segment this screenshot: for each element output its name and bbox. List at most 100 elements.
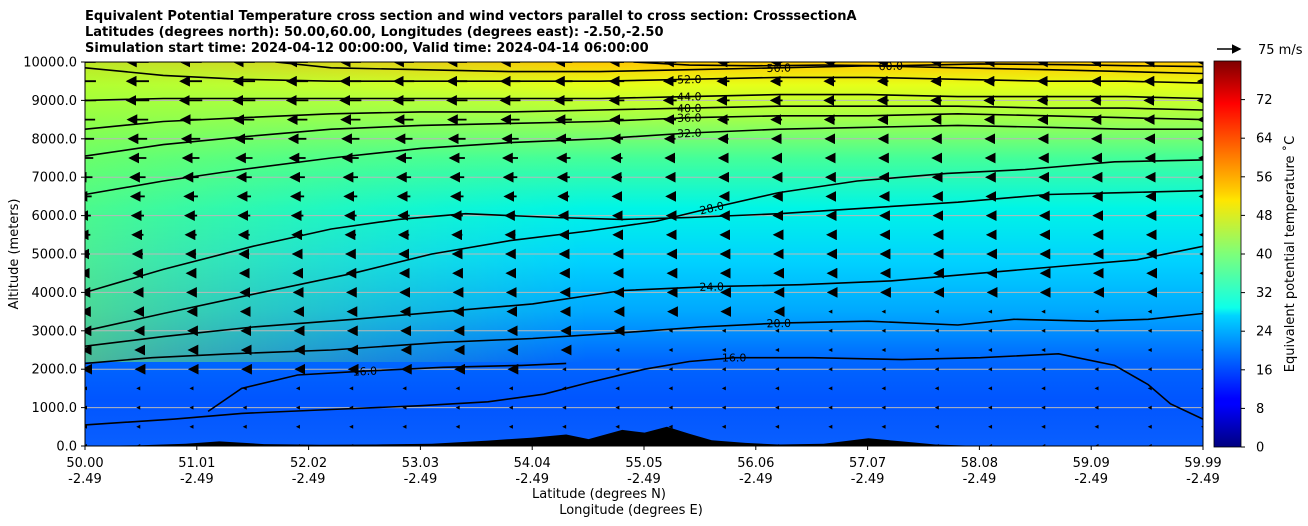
wind-vector xyxy=(1094,424,1099,429)
wind-vector xyxy=(1041,424,1046,429)
wind-vector xyxy=(1147,405,1152,410)
wind-vector xyxy=(136,424,141,429)
contour-line xyxy=(207,362,567,413)
contour-line xyxy=(275,62,1203,75)
wind-vector xyxy=(668,405,673,410)
wind-vector xyxy=(562,367,567,372)
wind-vector xyxy=(775,348,780,352)
colorbar-tick-label: 16 xyxy=(1256,363,1273,378)
wind-vector xyxy=(775,405,780,410)
y-tick-label: 5000.0 xyxy=(32,248,78,263)
colorbar-tick-label: 40 xyxy=(1256,248,1273,263)
contour-lines: 16.0 16.0 20.0 24.0 28.0 32.0 36.040.044.0 52.0… xyxy=(85,62,1203,426)
contour-label: 16.0 xyxy=(722,352,747,365)
wind-vector xyxy=(189,405,194,410)
wind-vector xyxy=(775,424,780,429)
colorbar-tick-label: 32 xyxy=(1256,286,1273,301)
wind-vector xyxy=(295,386,300,391)
x-tick-label-lon: -2.49 xyxy=(180,472,214,487)
wind-vector xyxy=(668,367,673,372)
y-axis-label: Altitude (meters) xyxy=(7,199,22,310)
wind-vector xyxy=(721,386,726,391)
wind-vector xyxy=(242,386,247,391)
wind-vector xyxy=(402,405,407,410)
contour-line xyxy=(85,159,1203,332)
wind-vector xyxy=(1094,405,1099,410)
y-tick-label: 9000.0 xyxy=(32,94,78,109)
wind-vector xyxy=(934,386,939,391)
wind-vector xyxy=(508,424,513,429)
wind-vector xyxy=(1147,367,1152,372)
wind-vector xyxy=(1041,405,1046,410)
wind-vector xyxy=(881,424,886,429)
y-tick-label: 10000.0 xyxy=(23,56,77,71)
wind-vector xyxy=(828,424,833,429)
y-tick-label: 7000.0 xyxy=(32,171,78,186)
wind-vector xyxy=(1094,367,1099,372)
wind-vector xyxy=(242,424,247,429)
contour-line xyxy=(633,62,1203,68)
wind-vector xyxy=(668,348,673,352)
wind-vector xyxy=(934,424,939,429)
contour-label: 20.0 xyxy=(766,317,791,331)
wind-vector xyxy=(349,405,354,410)
wind-vector xyxy=(455,386,460,391)
y-tick-label: 4000.0 xyxy=(32,286,78,301)
wind-vector xyxy=(1094,348,1099,352)
wind-vector xyxy=(881,367,886,372)
wind-vector xyxy=(455,405,460,410)
y-tick-label: 6000.0 xyxy=(32,209,78,224)
wind-vector xyxy=(402,424,407,429)
wind-vector xyxy=(668,386,673,391)
x-tick-label-lon: -2.49 xyxy=(963,472,997,487)
wind-vector xyxy=(988,328,993,333)
wind-vector xyxy=(721,328,726,333)
wind-vector xyxy=(721,348,726,352)
wind-vector xyxy=(242,405,247,410)
wind-vector xyxy=(828,367,833,372)
wind-vector xyxy=(615,367,620,372)
colorbar-tick-label: 64 xyxy=(1256,132,1273,147)
colorbar-tick-label: 0 xyxy=(1256,441,1264,456)
x-tick-label-lon: -2.49 xyxy=(1074,472,1108,487)
wind-vector xyxy=(455,424,460,429)
wind-vector xyxy=(988,367,993,372)
colorbar xyxy=(1214,61,1241,447)
chart-title-line-1: Equivalent Potential Temperature cross s… xyxy=(85,9,857,24)
wind-vector xyxy=(508,405,513,410)
y-tick-label: 8000.0 xyxy=(32,132,78,147)
wind-vector xyxy=(349,424,354,429)
wind-vector xyxy=(562,424,567,429)
wind-vector xyxy=(1094,309,1099,314)
wind-vector xyxy=(1041,309,1046,314)
x-tick-label-lon: -2.49 xyxy=(627,472,661,487)
wind-vector xyxy=(295,424,300,429)
chart-title-line-2: Latitudes (degrees north): 50.00,60.00, … xyxy=(85,25,664,40)
wind-vector xyxy=(988,405,993,410)
x-axis: 50.00-2.4951.01-2.4952.02-2.4953.03-2.49… xyxy=(66,446,1222,487)
x-tick-label-lat: 56.06 xyxy=(737,456,774,471)
wind-vector xyxy=(1041,328,1046,333)
x-tick-label-lat: 52.02 xyxy=(290,456,327,471)
wind-vector xyxy=(349,386,354,391)
wind-vector xyxy=(615,405,620,410)
gridlines xyxy=(85,99,1203,409)
wind-vector xyxy=(775,386,780,391)
colorbar-tick-label: 56 xyxy=(1256,170,1273,185)
wind-vector xyxy=(189,386,194,391)
y-tick-label: 3000.0 xyxy=(32,324,78,339)
x-tick-label-lat: 55.05 xyxy=(625,456,662,471)
contour-line xyxy=(85,124,1203,196)
wind-vector xyxy=(668,328,673,333)
contour-line xyxy=(85,352,1203,426)
y-tick-label: 1000.0 xyxy=(32,401,78,416)
y-tick-label: 0.0 xyxy=(56,440,77,455)
wind-vector xyxy=(402,386,407,391)
contour-label: 32.0 xyxy=(677,127,702,141)
x-tick-label-lat: 57.07 xyxy=(849,456,886,471)
x-tick-label-lat: 50.00 xyxy=(66,456,103,471)
wind-vector xyxy=(881,328,886,333)
contour-label: 40.0 xyxy=(677,102,702,116)
colorbar-tick-label: 48 xyxy=(1256,209,1273,224)
wind-vector xyxy=(721,424,726,429)
